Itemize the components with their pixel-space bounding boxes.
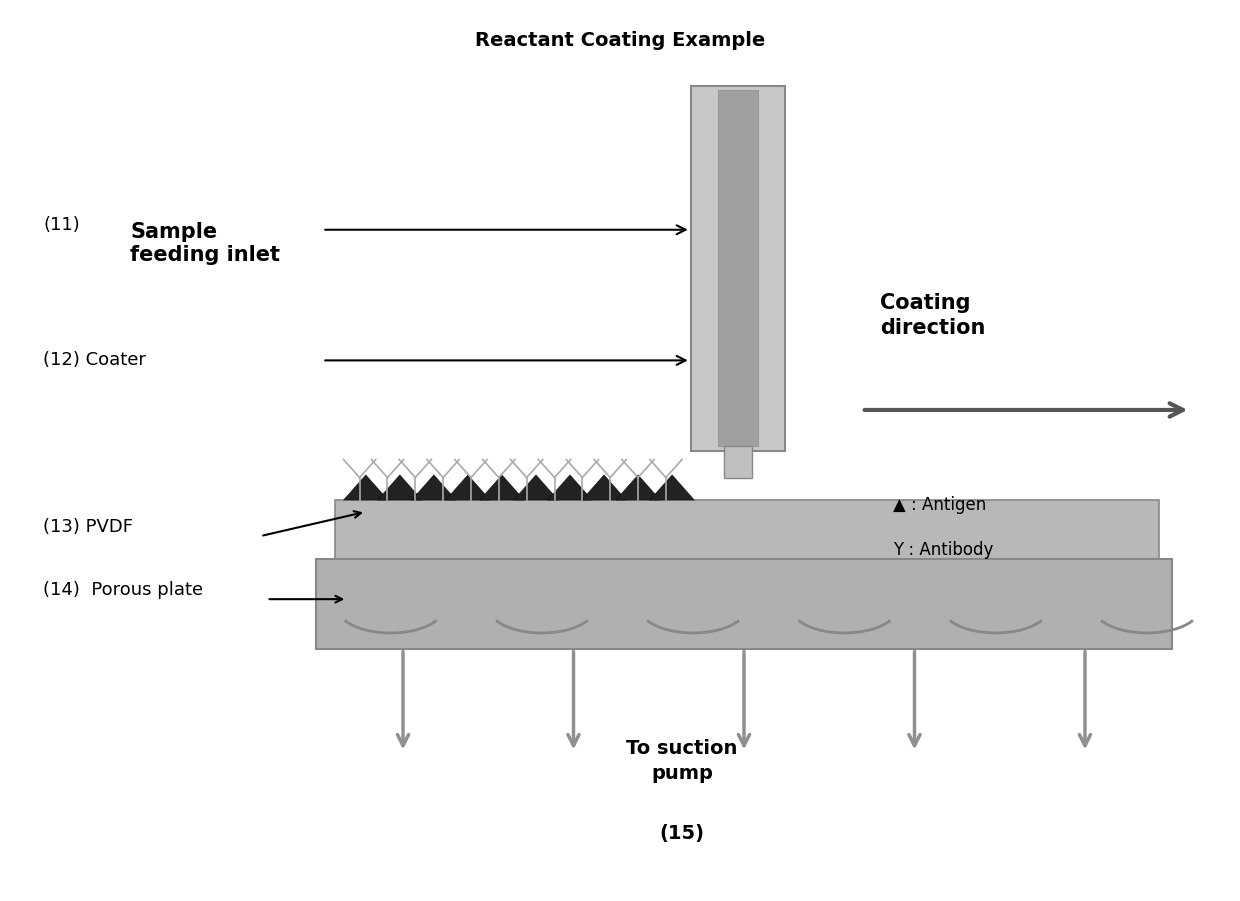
FancyBboxPatch shape [718,90,758,446]
Polygon shape [445,475,490,500]
FancyBboxPatch shape [724,446,751,478]
Polygon shape [548,475,593,500]
Polygon shape [377,475,422,500]
Polygon shape [343,475,388,500]
Text: Y : Antibody: Y : Antibody [893,541,993,559]
FancyBboxPatch shape [335,500,1159,559]
Text: Reactant Coating Example: Reactant Coating Example [475,31,765,50]
Text: (12) Coater: (12) Coater [43,351,146,369]
Text: Coating
direction: Coating direction [880,293,986,338]
Polygon shape [650,475,694,500]
Polygon shape [582,475,626,500]
Text: (11): (11) [43,216,81,234]
Text: (15): (15) [660,824,704,843]
Text: (13) PVDF: (13) PVDF [43,518,134,536]
FancyBboxPatch shape [316,559,1172,649]
Polygon shape [513,475,558,500]
FancyBboxPatch shape [691,86,785,450]
Text: ▲ : Antigen: ▲ : Antigen [893,496,986,514]
Polygon shape [412,475,456,500]
Polygon shape [480,475,525,500]
Text: Sample
feeding inlet: Sample feeding inlet [130,222,280,265]
Text: (14)  Porous plate: (14) Porous plate [43,581,203,599]
Polygon shape [616,475,661,500]
Text: To suction
pump: To suction pump [626,740,738,783]
